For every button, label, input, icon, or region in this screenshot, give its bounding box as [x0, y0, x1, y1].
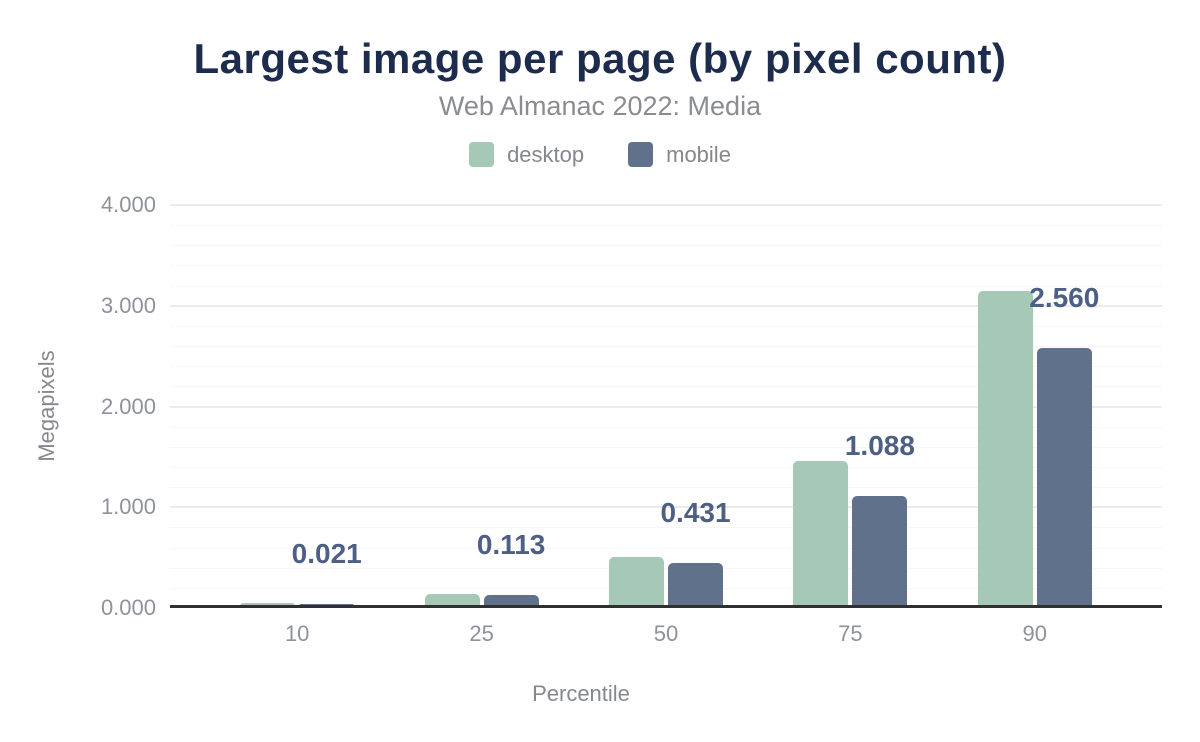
chart-subtitle: Web Almanac 2022: Media	[438, 91, 762, 121]
x-tick-75: 75	[838, 621, 863, 646]
value-label-p25: 0.113	[476, 528, 546, 560]
x-tick-10: 10	[284, 621, 310, 646]
gridline-minor	[170, 245, 1162, 247]
gridline-minor	[170, 567, 1162, 569]
legend-item-mobile[interactable]: mobile	[628, 142, 731, 167]
legend: desktop mobile	[0, 142, 1200, 167]
bar-desktop-p25[interactable]	[424, 593, 480, 606]
bar-mobile-p25[interactable]	[483, 594, 539, 606]
bar-desktop-p10[interactable]	[240, 602, 296, 606]
gridline-minor	[170, 426, 1162, 428]
gridline-minor	[170, 466, 1162, 468]
value-label-p75: 1.088	[844, 430, 915, 462]
gridline-minor	[170, 487, 1162, 489]
legend-label-desktop: desktop	[507, 142, 585, 167]
legend-label-mobile: mobile	[666, 142, 731, 167]
bar-desktop-p90[interactable]	[977, 290, 1033, 606]
legend-item-desktop[interactable]: desktop	[469, 142, 584, 167]
legend-swatch-mobile	[628, 142, 654, 167]
y-tick-2.000: 2.000	[100, 393, 156, 419]
bar-mobile-p10[interactable]	[299, 603, 355, 606]
bar-desktop-p75[interactable]	[793, 460, 849, 606]
gridline-minor	[170, 285, 1162, 287]
gridline-minor	[170, 547, 1162, 549]
bar-desktop-p50[interactable]	[609, 556, 664, 606]
value-label-p10: 0.021	[291, 537, 362, 569]
value-label-p90: 2.560	[1029, 282, 1100, 314]
x-axis-line	[170, 605, 1162, 608]
plot-area: 0.021 0.113 0.431 1.088 2.560	[170, 204, 1162, 608]
gridline-major	[170, 405, 1162, 408]
y-tick-0.000: 0.000	[100, 595, 156, 620]
gridline-minor	[170, 225, 1162, 227]
gridline-major	[170, 506, 1162, 509]
gridline-minor	[170, 386, 1162, 388]
bar-mobile-p50[interactable]	[668, 562, 723, 606]
y-tick-1.000: 1.000	[100, 494, 156, 520]
gridline-minor	[170, 366, 1162, 368]
gridline-major	[170, 204, 1162, 206]
bar-mobile-p75[interactable]	[852, 496, 908, 606]
gridline-minor	[170, 587, 1162, 589]
gridline-minor	[170, 527, 1162, 529]
gridline-minor	[170, 346, 1162, 348]
x-tick-90: 90	[1022, 621, 1048, 646]
gridline-minor	[170, 325, 1162, 327]
y-tick-4.000: 4.000	[100, 192, 156, 217]
y-axis-title: Megapixels	[34, 350, 59, 462]
value-label-p50: 0.431	[660, 496, 731, 528]
bar-mobile-p90[interactable]	[1036, 348, 1092, 606]
chart-title: Largest image per page (by pixel count)	[193, 35, 1007, 82]
y-tick-3.000: 3.000	[100, 292, 156, 318]
gridline-minor	[170, 446, 1162, 448]
x-tick-50: 50	[653, 621, 679, 646]
gridline-minor	[170, 265, 1162, 267]
legend-swatch-desktop	[469, 142, 495, 167]
x-axis-title: Percentile	[532, 681, 630, 706]
x-tick-25: 25	[469, 621, 494, 646]
gridline-major	[170, 304, 1162, 307]
